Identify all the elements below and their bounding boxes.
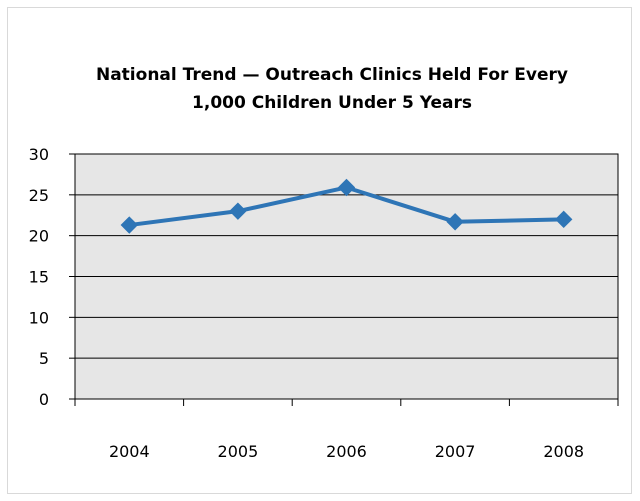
x-tick-label: 2008 [543,442,584,461]
data-point [554,210,573,229]
series-layer [120,178,573,234]
y-tick-label: 25 [29,186,49,205]
data-point [229,202,247,220]
x-tick-label: 2006 [326,442,367,461]
chart-title-line-2: 1,000 Children Under 5 Years [192,93,472,113]
chart-title-line-1: National Trend — Outreach Clinics Held F… [96,65,568,85]
data-point [446,213,464,231]
x-tick-label: 2007 [435,442,476,461]
x-tick-label: 2005 [218,442,259,461]
data-point [120,216,139,234]
data-point [337,178,356,197]
y-tick-label: 20 [29,227,49,246]
y-tick-label: 30 [29,145,49,164]
y-tick-label: 15 [29,268,49,287]
x-tick-label: 2004 [109,442,150,461]
y-tick-label: 10 [29,308,49,327]
y-tick-label: 0 [39,390,49,409]
axes: 0 5 10 15 20 25 30 2004 2005 2006 2007 2008 [29,145,619,461]
y-tick-label: 5 [39,349,49,368]
